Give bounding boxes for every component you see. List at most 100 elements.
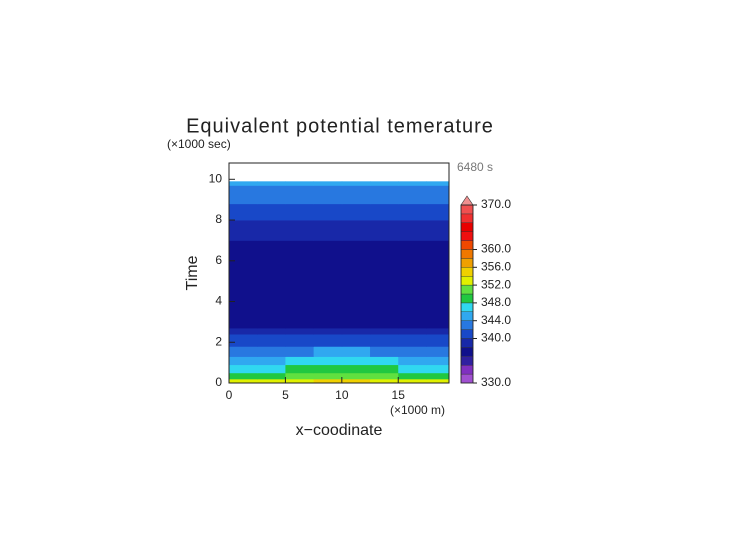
contour-cell [398, 328, 427, 335]
x-unit: (×1000 m) [390, 403, 445, 417]
y-tick-label: 2 [215, 334, 222, 348]
contour-cell [313, 203, 343, 221]
colorbar-segment [460, 249, 474, 259]
contour-cell [257, 328, 286, 335]
colorbar-tick-label: 370.0 [481, 197, 511, 211]
contour-cell [426, 191, 450, 205]
contour-cell [341, 372, 371, 380]
contour-cell [313, 346, 343, 357]
contour-cell [426, 346, 450, 357]
y-unit: (×1000 sec) [167, 137, 231, 151]
contour-cell [426, 378, 450, 384]
colorbar-tick-label: 356.0 [481, 259, 511, 273]
x-tick-label: 5 [282, 388, 289, 402]
y-tick-label: 8 [215, 212, 222, 226]
contour-cell [398, 334, 427, 347]
contour-cell [398, 346, 427, 357]
y-tick-label: 10 [209, 171, 223, 185]
contour-cell [285, 181, 315, 186]
contour-cell [285, 346, 315, 357]
contour-cell [229, 240, 258, 329]
colorbar-segment [460, 204, 474, 215]
contour-cell [398, 364, 427, 374]
contour-cell [426, 181, 450, 186]
contour-cell [257, 181, 286, 186]
colorbar-tick-label: 360.0 [481, 242, 511, 256]
contour-cell [229, 356, 258, 366]
contour-cell [229, 191, 258, 205]
colorbar-segment [460, 267, 474, 277]
contour-cell [426, 356, 450, 366]
contour-cell [426, 372, 450, 380]
contour-cell [426, 203, 450, 221]
contour-cell [313, 378, 343, 384]
colorbar-tick-label: 352.0 [481, 277, 511, 291]
contour-cell [285, 356, 315, 366]
contour-cell [398, 220, 427, 241]
contour-cell [341, 220, 371, 241]
contour-cell [313, 334, 343, 347]
contour-cell [398, 181, 427, 186]
y-axis-label: Time [184, 255, 201, 290]
colorbar-segment [460, 258, 474, 268]
contour-cell [285, 185, 315, 192]
contour-cell [370, 220, 399, 241]
colorbar-tick-label: 330.0 [481, 375, 511, 389]
contour-cell [341, 364, 371, 374]
contour-cell [313, 240, 343, 329]
colorbar-frame [460, 204, 474, 384]
colorbar-segment [460, 302, 474, 312]
contour-cell [398, 378, 427, 384]
contour-cell [257, 334, 286, 347]
contour-cell [229, 181, 258, 186]
contour-cell [313, 328, 343, 335]
contour-cell [229, 372, 258, 380]
colorbar-segment [460, 365, 474, 375]
contour-cell [257, 356, 286, 366]
contour-cell [341, 378, 371, 384]
contour-cell [229, 334, 258, 347]
y-tick-label: 4 [215, 294, 222, 308]
contour-cell [370, 378, 399, 384]
x-axis-label: x−coodinate [296, 422, 383, 439]
colorbar-tick-label: 348.0 [481, 295, 511, 309]
colorbar-segment [460, 329, 474, 339]
annotation: 6480 s [457, 160, 493, 174]
colorbar-over-triangle [460, 195, 474, 206]
y-tick-label: 0 [215, 375, 222, 389]
colorbar-segment [460, 311, 474, 321]
colorbar-segment [460, 373, 474, 384]
contour-cell [313, 372, 343, 380]
contour-cell [370, 185, 399, 192]
contour-cell [341, 203, 371, 221]
contour-cell [257, 364, 286, 374]
contour-cell [285, 328, 315, 335]
contour-cell [285, 240, 315, 329]
contour-cell [341, 356, 371, 366]
contour-cell [370, 334, 399, 347]
contour-cell [370, 372, 399, 380]
contour-cell [229, 378, 258, 384]
contour-cell [313, 191, 343, 205]
colorbar-tick-label: 340.0 [481, 331, 511, 345]
contour-cell [370, 203, 399, 221]
x-tick-label: 15 [392, 388, 406, 402]
y-tick-label: 6 [215, 253, 222, 267]
contour-cell [370, 181, 399, 186]
contour-cell [370, 240, 399, 329]
contour-cell [313, 364, 343, 374]
contour-cell [426, 220, 450, 241]
contour-cell [370, 356, 399, 366]
contour-cell [229, 220, 258, 241]
contour-cell [285, 334, 315, 347]
contour-cell [313, 181, 343, 186]
contour-cell [370, 346, 399, 357]
contour-cell [313, 356, 343, 366]
colorbar-segment [460, 284, 474, 295]
colorbar-segment [460, 231, 474, 241]
colorbar-segment [460, 320, 474, 330]
contour-cell [285, 220, 315, 241]
contour-cell [285, 378, 315, 384]
contour-cell [370, 328, 399, 335]
contour-cell [313, 220, 343, 241]
